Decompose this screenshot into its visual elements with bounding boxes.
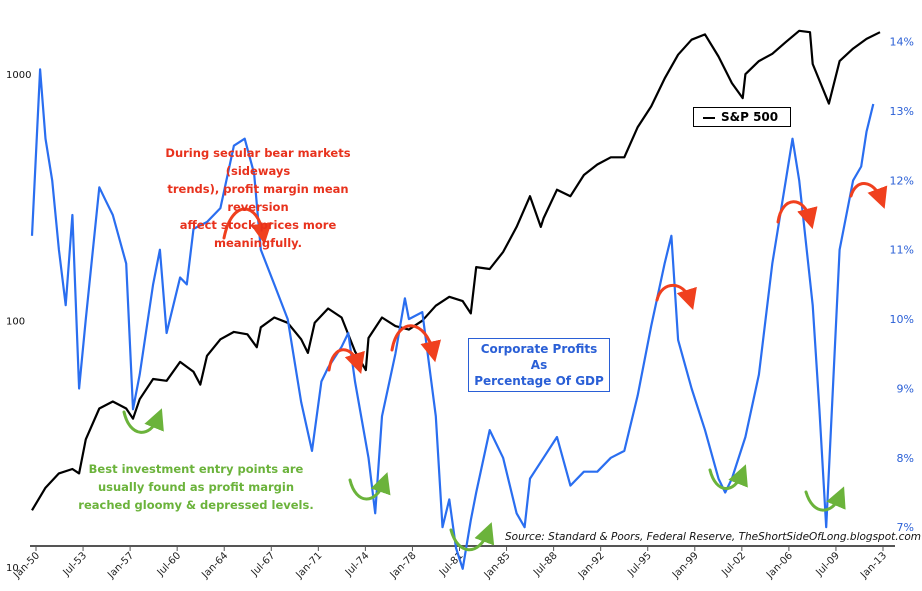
right-tick-label: 9% <box>897 382 914 395</box>
left-tick-label: 1000 <box>6 70 31 81</box>
x-tick-label: Jul-09 <box>813 550 842 579</box>
entry-points-note: Best investment entry points are usually… <box>78 460 314 514</box>
profits-series-label-line: Percentage Of GDP <box>474 374 604 388</box>
source-note: Source: Standard & Poors, Federal Reserv… <box>505 531 922 543</box>
left-axis: 10 100 1000 <box>6 70 31 574</box>
profits-series-label-line: Corporate Profits As <box>480 342 598 372</box>
green-arrow-icon <box>122 408 164 434</box>
legend: S&P 500 <box>693 107 791 127</box>
entry-points-note-line: usually found as profit margin <box>97 480 295 494</box>
entry-points-note-line: reached gloomy & depressed levels. <box>78 498 314 512</box>
right-tick-label: 12% <box>890 174 914 187</box>
right-tick-label: 7% <box>897 521 914 534</box>
x-axis: Jan-50 Jul-53 Jan-57 Jul-60 Jan-64 Jul-67 Jan-… <box>11 546 889 581</box>
red-arrow-icon <box>655 283 697 311</box>
red-arrows <box>222 182 888 375</box>
red-arrow-icon <box>390 324 442 363</box>
x-tick-label: Jan-78 <box>388 550 419 581</box>
x-tick-label: Jul-53 <box>61 550 90 579</box>
left-tick-label: 10 <box>6 563 19 574</box>
x-tick-label: Jul-95 <box>625 550 654 579</box>
x-tick-label: Jan-64 <box>199 550 230 581</box>
right-tick-label: 14% <box>890 36 914 49</box>
entry-points-note-line: Best investment entry points are <box>88 462 304 476</box>
red-arrow-icon <box>327 348 365 375</box>
right-tick-label: 13% <box>890 105 914 118</box>
sp500-series-line <box>31 29 881 511</box>
left-tick-label: 100 <box>6 317 25 328</box>
bear-market-note-line: affect stock prices more meaningfully. <box>179 218 337 250</box>
x-tick-label: Jul-02 <box>719 550 748 579</box>
right-tick-label: 11% <box>890 244 914 257</box>
x-tick-label: Jan-92 <box>576 550 607 581</box>
green-arrow-icon <box>804 486 846 512</box>
bear-market-note-line: During secular bear markets (sideways <box>165 146 351 178</box>
x-tick-label: Jul-74 <box>343 550 372 579</box>
green-arrows <box>122 408 846 552</box>
green-arrow-icon <box>449 522 495 552</box>
red-arrow-icon <box>222 207 272 245</box>
x-tick-label: Jan-85 <box>482 550 513 581</box>
x-tick-label: Jul-60 <box>155 550 184 579</box>
x-tick-label: Jul-67 <box>249 550 278 579</box>
red-arrow-icon <box>849 182 888 209</box>
red-arrow-icon <box>776 200 818 230</box>
right-axis: 7% 8% 9% 10% 11% 12% 13% 14% <box>890 36 914 535</box>
x-tick-label: Jan-57 <box>105 550 136 581</box>
right-tick-label: 8% <box>897 452 914 465</box>
profits-series-label: Corporate Profits As Percentage Of GDP <box>468 338 610 392</box>
legend-entry-sp500: S&P 500 <box>721 110 779 124</box>
x-tick-label: Jan-06 <box>764 550 795 581</box>
x-tick-label: Jan-99 <box>670 550 701 581</box>
bear-market-note-line: trends), profit margin mean reversion <box>167 182 349 214</box>
right-tick-label: 10% <box>890 313 914 326</box>
x-tick-label: Jul-88 <box>531 550 560 579</box>
green-arrow-icon <box>348 472 391 501</box>
bear-market-note: During secular bear markets (sideways tr… <box>140 144 376 252</box>
legend-swatch-sp500 <box>703 117 715 119</box>
x-tick-label: Jan-13 <box>858 550 889 581</box>
x-tick-label: Jan-71 <box>294 550 325 581</box>
green-arrow-icon <box>708 464 748 490</box>
